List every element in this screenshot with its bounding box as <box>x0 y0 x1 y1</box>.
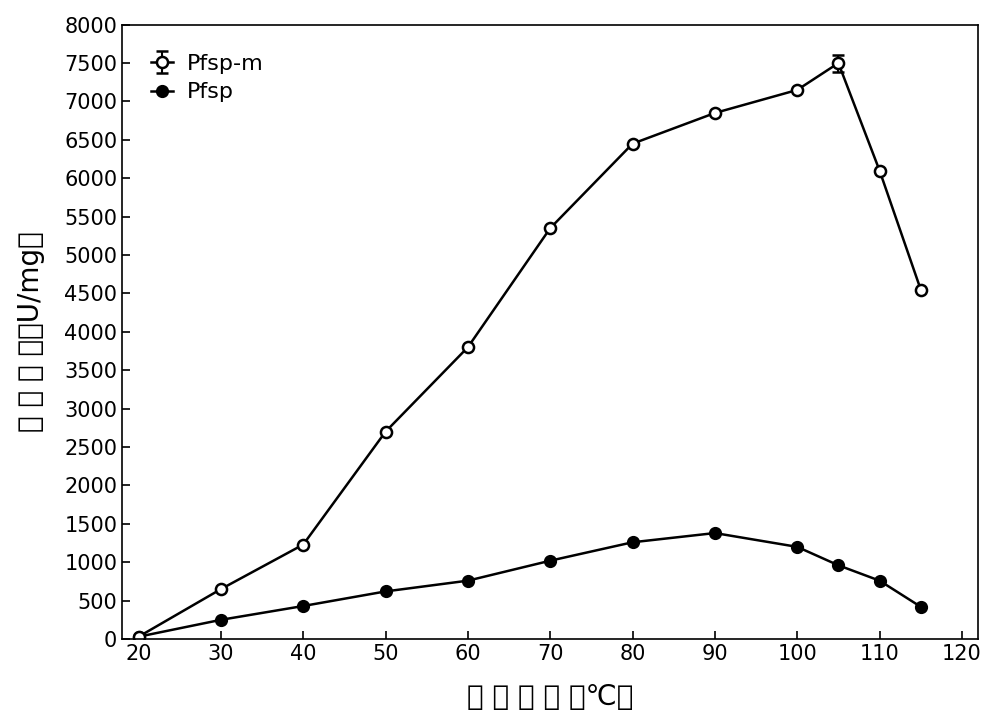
Pfsp <box>627 538 639 547</box>
Line: Pfsp: Pfsp <box>133 528 926 642</box>
Pfsp <box>544 556 556 565</box>
Pfsp <box>709 529 721 537</box>
Pfsp <box>380 587 392 596</box>
Pfsp <box>874 577 886 585</box>
Pfsp <box>915 602 927 611</box>
Pfsp <box>791 542 803 551</box>
Pfsp <box>462 577 474 585</box>
Y-axis label: 绝 对 酶 活（U/mg）: 绝 对 酶 活（U/mg） <box>17 232 45 432</box>
X-axis label: 反 应 温 度 （℃）: 反 应 温 度 （℃） <box>467 684 633 711</box>
Legend: Pfsp-m, Pfsp: Pfsp-m, Pfsp <box>133 36 281 120</box>
Pfsp <box>215 615 227 624</box>
Pfsp <box>297 601 309 610</box>
Pfsp <box>133 633 145 641</box>
Pfsp <box>832 561 844 570</box>
